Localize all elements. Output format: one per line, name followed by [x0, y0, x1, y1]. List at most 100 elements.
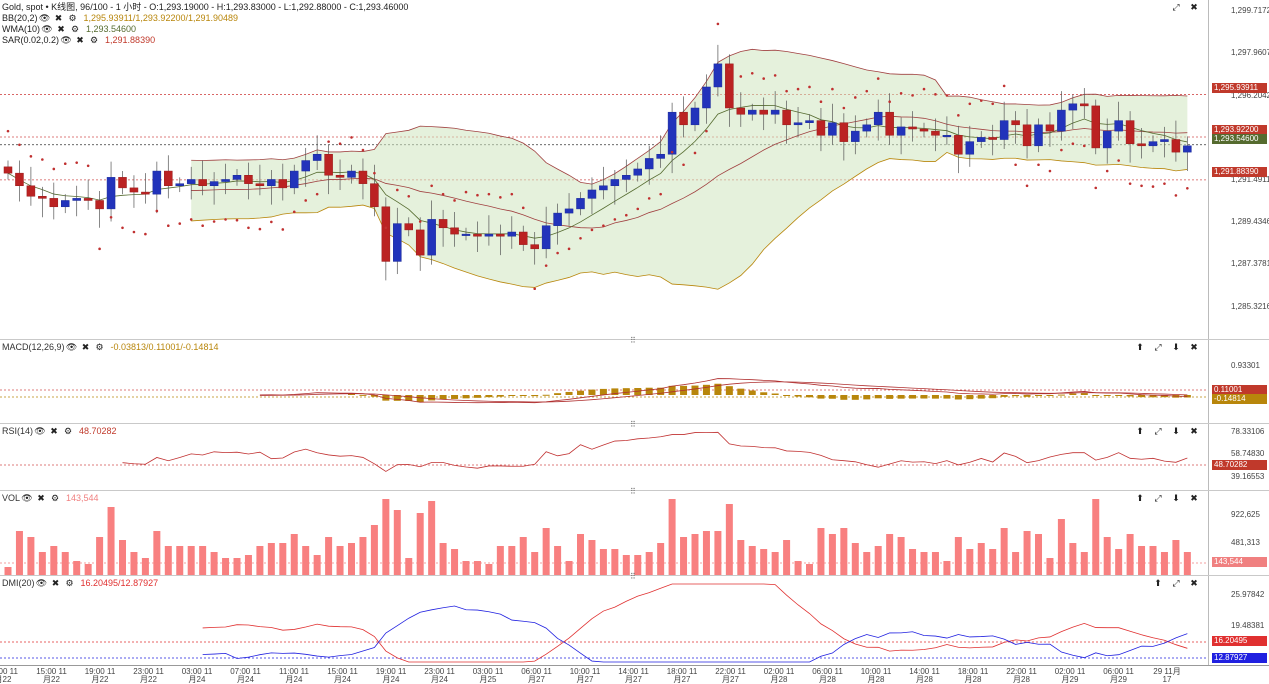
- volume-bar: [897, 537, 905, 575]
- candle-body: [3, 166, 13, 174]
- macd-histogram-bar: [451, 395, 459, 399]
- volume-bar: [1183, 552, 1191, 575]
- close-icon[interactable]: ✖: [57, 24, 65, 34]
- close-icon[interactable]: ✖: [1190, 578, 1198, 588]
- volume-legend: VOL 👁 ✖ ⚙ 143,544: [2, 493, 99, 504]
- close-icon[interactable]: ✖: [37, 493, 45, 503]
- eye-icon[interactable]: 👁: [35, 578, 48, 588]
- sar-dot: [1151, 185, 1155, 188]
- gear-icon[interactable]: ⚙: [70, 24, 80, 34]
- move-down-icon[interactable]: ⬇: [1172, 493, 1180, 503]
- candle-body: [942, 135, 952, 138]
- expand-icon[interactable]: ⤢: [1154, 493, 1162, 503]
- move-down-icon[interactable]: ⬇: [1172, 426, 1180, 436]
- volume-bar: [1172, 540, 1180, 575]
- rsi-chart[interactable]: [0, 424, 1208, 490]
- price-chart[interactable]: [0, 0, 1208, 339]
- close-icon[interactable]: ✖: [50, 426, 58, 436]
- sar-dot: [728, 67, 731, 71]
- axis-tick: 58.74830: [1231, 449, 1265, 458]
- move-down-icon[interactable]: ⬇: [1172, 342, 1180, 352]
- volume-bar: [668, 499, 676, 575]
- candle-body: [690, 107, 700, 126]
- time-axis-label: 11:00 11月22: [0, 667, 18, 684]
- dmi-values: 16.20495/12.87927: [80, 578, 159, 588]
- candle-body: [954, 135, 963, 155]
- close-icon[interactable]: ✖: [81, 342, 90, 352]
- resize-handle[interactable]: ⠿: [630, 420, 636, 429]
- close-icon[interactable]: ✖: [1190, 493, 1198, 503]
- macd-histogram-bar: [897, 395, 905, 399]
- eye-icon[interactable]: 👁: [41, 24, 53, 34]
- candle-body: [381, 206, 391, 262]
- close-icon[interactable]: ✖: [54, 13, 63, 23]
- gear-icon[interactable]: ⚙: [65, 578, 74, 588]
- volume-bar: [302, 546, 310, 575]
- rsi-legend: RSI(14) 👁 ✖ ⚙ 48.70282: [2, 426, 117, 437]
- gear-icon[interactable]: ⚙: [68, 13, 77, 23]
- time-axis-label: 07:00 11月24: [230, 667, 261, 684]
- close-icon[interactable]: ✖: [51, 578, 60, 588]
- gear-icon[interactable]: ⚙: [89, 35, 99, 45]
- eye-icon[interactable]: 👁: [21, 493, 33, 503]
- resize-handle[interactable]: ⠿: [630, 487, 636, 496]
- candle-body: [828, 122, 837, 136]
- volume-bar: [73, 561, 81, 575]
- volume-bar: [645, 552, 653, 575]
- move-up-icon[interactable]: ⬆: [1136, 426, 1144, 436]
- volume-bar: [393, 510, 401, 575]
- volume-bar: [691, 534, 699, 575]
- macd-histogram-bar: [393, 395, 401, 401]
- sar-dot: [41, 158, 44, 161]
- sar-dot: [773, 74, 777, 77]
- candle-body: [1022, 124, 1032, 147]
- macd-chart[interactable]: [0, 340, 1208, 423]
- volume-bar: [370, 525, 378, 575]
- candle-body: [610, 179, 620, 187]
- volume-bar: [760, 549, 768, 575]
- gear-icon[interactable]: ⚙: [95, 342, 104, 352]
- time-axis-label: 22:00 11月27: [715, 667, 746, 684]
- close-icon[interactable]: ✖: [1190, 2, 1198, 12]
- expand-icon[interactable]: ⤢: [1154, 426, 1162, 436]
- eye-icon[interactable]: 👁: [60, 35, 72, 45]
- macd-histogram-bar: [874, 395, 882, 399]
- volume-bar: [1115, 549, 1123, 575]
- sar-dot: [808, 85, 811, 89]
- eye-icon[interactable]: 👁: [65, 342, 78, 352]
- time-axis-label: 14:00 11月28: [909, 667, 940, 684]
- resize-handle[interactable]: ⠿: [630, 336, 636, 345]
- move-up-icon[interactable]: ⬆: [1136, 493, 1144, 503]
- eye-icon[interactable]: 👁: [34, 426, 46, 436]
- expand-icon[interactable]: ⤢: [1154, 342, 1162, 352]
- eye-icon[interactable]: 👁: [38, 13, 51, 23]
- volume-bar: [84, 564, 92, 575]
- gear-icon[interactable]: ⚙: [50, 493, 60, 503]
- close-icon[interactable]: ✖: [76, 35, 84, 45]
- macd-histogram-bar: [1023, 395, 1031, 397]
- candle-body: [862, 124, 871, 132]
- volume-bar: [187, 546, 195, 575]
- macd-histogram-bar: [989, 395, 997, 399]
- expand-icon[interactable]: ⤢: [1172, 2, 1180, 12]
- rsi-panel: RSI(14) 👁 ✖ ⚙ 48.70282 ⬆ ⤢ ⬇ ✖ 78.33106 58.74…: [0, 424, 1269, 491]
- macd-dif-line: [259, 378, 1188, 404]
- candle-body: [519, 231, 528, 245]
- expand-icon[interactable]: ⤢: [1172, 578, 1180, 588]
- volume-bar: [737, 540, 745, 575]
- move-up-icon[interactable]: ⬆: [1136, 342, 1144, 352]
- volume-bar: [119, 540, 126, 575]
- dmi-chart[interactable]: [0, 576, 1208, 665]
- move-up-icon[interactable]: ⬆: [1154, 578, 1162, 588]
- axis-tick: 1,299.71723: [1231, 6, 1269, 15]
- volume-chart[interactable]: [0, 491, 1208, 575]
- candle-body: [1034, 124, 1043, 147]
- candle-body: [152, 170, 162, 195]
- close-icon[interactable]: ✖: [1190, 426, 1198, 436]
- close-icon[interactable]: ✖: [1190, 342, 1198, 352]
- macd-histogram-bar: [714, 383, 722, 395]
- macd-histogram-bar: [382, 395, 390, 401]
- gear-icon[interactable]: ⚙: [63, 426, 73, 436]
- resize-handle[interactable]: ⠿: [630, 572, 636, 581]
- candle-body: [977, 137, 986, 142]
